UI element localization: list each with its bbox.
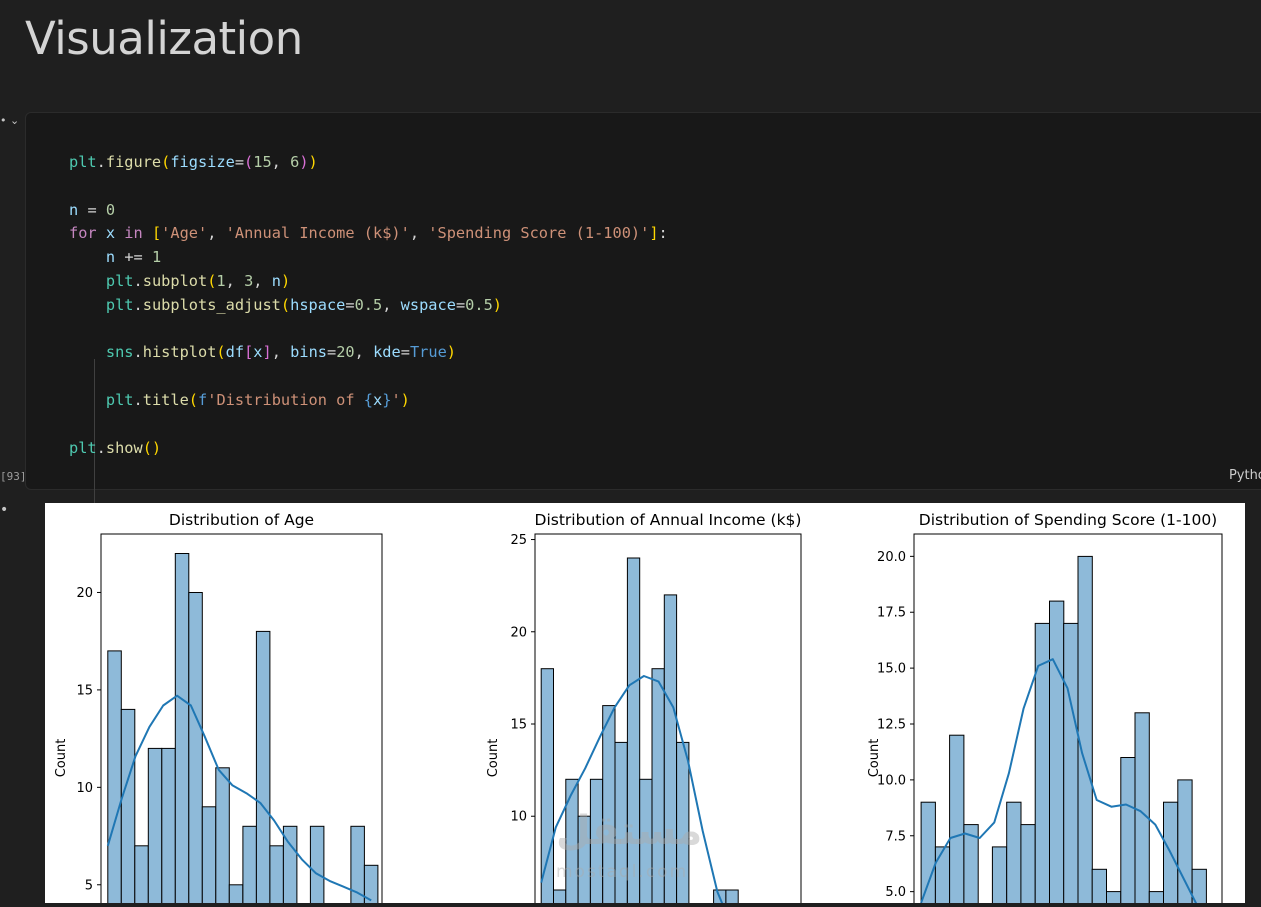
code-line-9[interactable]: sns.histplot(df[x], bins=20, kde=True) (105, 343, 456, 362)
code-line-4[interactable]: for x in ['Age', 'Annual Income (k$)', '… (69, 224, 668, 243)
kde-line (540, 675, 725, 907)
histogram-bar (147, 747, 163, 907)
y-tick-label: 20 (76, 586, 93, 601)
y-tick-label: 5 (85, 878, 93, 893)
code-line-2[interactable] (69, 175, 668, 199)
histogram-bar (282, 825, 298, 907)
y-axis-label: Count (867, 739, 882, 778)
watermark-url: mostaql.com (556, 862, 689, 882)
histogram-bar (1006, 801, 1022, 907)
code-line-7[interactable]: plt.subplots_adjust(hspace=0.5, wspace=0… (105, 295, 503, 314)
histogram-bar (920, 801, 936, 907)
histogram-bar (363, 864, 379, 907)
histogram-bar (174, 553, 190, 907)
histogram-bar (1077, 555, 1093, 907)
histogram-bar (991, 846, 1008, 907)
histogram-bar (120, 708, 136, 907)
histogram-bar (934, 846, 951, 907)
histogram-bar (188, 592, 203, 907)
y-tick-label: 5.0 (885, 885, 906, 900)
histogram-bar (1020, 824, 1036, 907)
histogram-bar (1177, 779, 1193, 907)
y-tick-label: 12.5 (877, 718, 906, 733)
histogram-bar (161, 747, 176, 907)
code-line-12[interactable] (69, 413, 668, 437)
histogram-bar (134, 845, 149, 907)
histogram-bar (1106, 891, 1122, 907)
histogram-bar (242, 825, 257, 907)
output-menu-icon[interactable]: • (0, 502, 9, 518)
histogram-bar (553, 889, 567, 907)
y-tick-label: 7.5 (885, 829, 906, 844)
chart-plot-area (106, 553, 379, 907)
y-tick-label: 10 (76, 781, 93, 796)
code-line-8[interactable] (69, 318, 668, 342)
histogram-bar (1063, 622, 1079, 907)
histogram-bar (663, 594, 678, 907)
histogram-bar (201, 806, 217, 907)
indent-guide (94, 359, 95, 523)
histogram-bar (228, 884, 244, 907)
y-tick-label: 17.5 (877, 606, 906, 621)
kde-line (106, 694, 372, 902)
watermark-logo: مستقل (556, 808, 703, 854)
code-line-5[interactable]: n += 1 (105, 248, 162, 267)
chart-plot-area (540, 557, 739, 907)
histogram-bar (255, 630, 271, 907)
histogram-bar (1049, 600, 1065, 907)
kde-line (920, 658, 1200, 907)
y-tick-label: 10 (510, 810, 527, 825)
chart-title: Distribution of Spending Score (1-100) (919, 511, 1217, 529)
histogram-bar (107, 650, 122, 907)
axes-frame (913, 533, 1223, 907)
code-line-13[interactable]: plt.show() (69, 438, 162, 457)
y-tick-label: 10.0 (877, 773, 906, 788)
histogram-bar (1148, 891, 1165, 907)
histogram-bar (1120, 757, 1136, 907)
code-line-1[interactable]: plt.figure(figsize=(15, 6)) (69, 153, 318, 171)
chart-plot-area (920, 555, 1207, 907)
code-line-6[interactable]: plt.subplot(1, 3, n) (105, 271, 291, 290)
histogram-bar (215, 767, 230, 907)
axes-frame (100, 533, 383, 907)
section-heading: Visualization (25, 12, 303, 65)
y-axis-label: Count (486, 739, 501, 778)
histogram-bar (1091, 868, 1107, 907)
cell-language-label[interactable]: Python (1228, 468, 1261, 483)
histogram-bar (725, 889, 739, 907)
histogram-bar (1034, 622, 1051, 907)
y-tick-label: 15 (510, 718, 527, 733)
execution-count: [93] (0, 470, 27, 483)
histogram-bar (1134, 712, 1150, 907)
code-line-3[interactable]: n = 0 (69, 200, 116, 219)
collapse-chevron-icon[interactable]: • ⌄ (0, 114, 20, 127)
histogram-bar (540, 668, 555, 907)
histogram-bar (309, 825, 325, 907)
code-cell[interactable]: plt.figure(figsize=(15, 6)) n = 0 for x i… (25, 112, 1261, 523)
code-line-10[interactable] (69, 365, 668, 389)
histogram-bar (949, 734, 965, 907)
y-tick-label: 20.0 (877, 550, 906, 565)
y-tick-label: 15 (76, 683, 93, 698)
axes-frame (534, 533, 802, 907)
y-tick-label: 20 (510, 625, 527, 640)
histogram-bar (626, 557, 641, 907)
y-axis-label: Count (54, 739, 69, 778)
y-tick-label: 25 (510, 533, 527, 548)
code-line-11[interactable]: plt.title(f'Distribution of {x}') (105, 390, 410, 409)
code-editor[interactable]: plt.figure(figsize=(15, 6)) n = 0 for x i… (69, 151, 668, 460)
chart-title: Distribution of Annual Income (k$) (535, 511, 802, 529)
histogram-bar (963, 824, 979, 907)
chart-title: Distribution of Age (169, 511, 314, 529)
histogram-bar (269, 845, 284, 907)
y-tick-label: 15.0 (877, 662, 906, 677)
